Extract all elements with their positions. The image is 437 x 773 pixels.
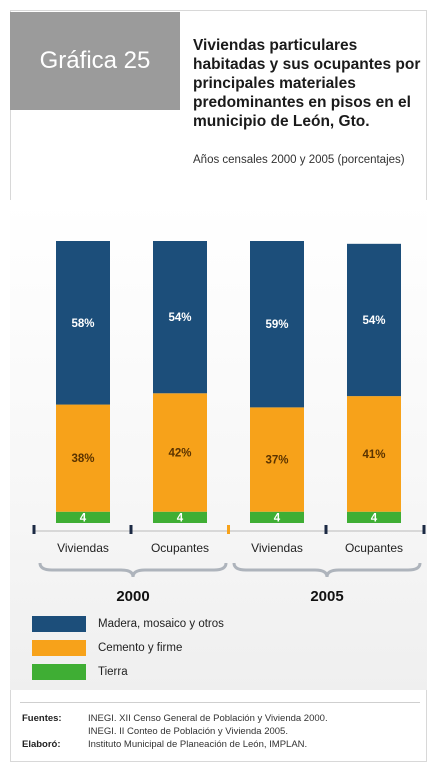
bar-segment-1-4: [347, 511, 401, 523]
data-label-1-3: 4: [274, 512, 281, 524]
category-label-4: Ocupantes: [345, 541, 403, 555]
category-label-1: Viviendas: [57, 541, 109, 555]
source-2: INEGI. II Conteo de Población y Vivienda…: [88, 726, 288, 737]
data-label-3-2: 54%: [168, 312, 191, 324]
legend-label-1: Madera, mosaico y otros: [98, 618, 224, 630]
data-label-2-4: 41%: [362, 449, 385, 461]
axis-tick-2: [129, 525, 133, 534]
group-label-2: 2005: [310, 588, 343, 605]
bar-segment-3-4: [347, 243, 401, 397]
legend-item-1: Madera, mosaico y otros: [32, 612, 224, 636]
bar-segment-2-4: [347, 396, 401, 512]
legend-label-2: Cemento y firme: [98, 642, 183, 654]
data-label-3-1: 58%: [71, 318, 94, 330]
bar-segment-3-3: [250, 241, 304, 408]
category-label-3: Viviendas: [251, 541, 303, 555]
bar-segment-2-2: [153, 393, 207, 512]
data-label-2-2: 42%: [168, 448, 191, 460]
bar-segment-2-1: [56, 404, 110, 512]
legend-item-3: Tierra: [32, 660, 224, 684]
data-label-2-1: 38%: [71, 453, 94, 465]
made-by-label: Elaboró:: [22, 739, 61, 750]
legend: Madera, mosaico y otros Cemento y firme Ti…: [32, 612, 224, 684]
chart-title: Viviendas particulares habitadas y sus o…: [193, 37, 421, 130]
group-brace-1: [38, 562, 228, 578]
category-label-2: Ocupantes: [151, 541, 209, 555]
axis-tick-center: [227, 525, 230, 534]
legend-swatch-3: [32, 664, 86, 680]
bar-segment-3-1: [56, 241, 110, 405]
legend-swatch-2: [32, 640, 86, 656]
bar-segment-3-2: [153, 241, 207, 394]
footer: Fuentes: INEGI. XII Censo General de Pob…: [22, 712, 328, 751]
legend-swatch-1: [32, 616, 86, 632]
data-label-1-1: 4: [80, 512, 87, 524]
axis-tick-3: [324, 525, 328, 534]
chart-number-badge: Gráfica 25: [10, 12, 180, 110]
footer-divider: [20, 702, 420, 703]
axis-tick-1: [32, 525, 36, 534]
bar-segment-1-1: [56, 511, 110, 523]
axis-tick-4: [422, 525, 426, 534]
source-1: INEGI. XII Censo General de Población y …: [88, 713, 328, 724]
bar-segment-1-3: [250, 511, 304, 523]
group-label-1: 2000: [116, 588, 149, 605]
data-label-1-2: 4: [177, 512, 184, 524]
bar-segment-2-3: [250, 407, 304, 512]
legend-label-3: Tierra: [98, 666, 128, 678]
data-label-3-4: 54%: [362, 315, 385, 327]
chart-subtitle: Años censales 2000 y 2005 (porcentajes): [193, 154, 405, 166]
legend-item-2: Cemento y firme: [32, 636, 224, 660]
data-label-3-3: 59%: [265, 319, 288, 331]
made-by: Instituto Municipal de Planeación de Leó…: [88, 739, 308, 750]
data-label-2-3: 37%: [265, 455, 288, 467]
group-brace-2: [232, 562, 422, 578]
data-label-1-4: 4: [371, 512, 378, 524]
bar-segment-1-2: [153, 511, 207, 523]
sources-label: Fuentes:: [22, 713, 62, 724]
